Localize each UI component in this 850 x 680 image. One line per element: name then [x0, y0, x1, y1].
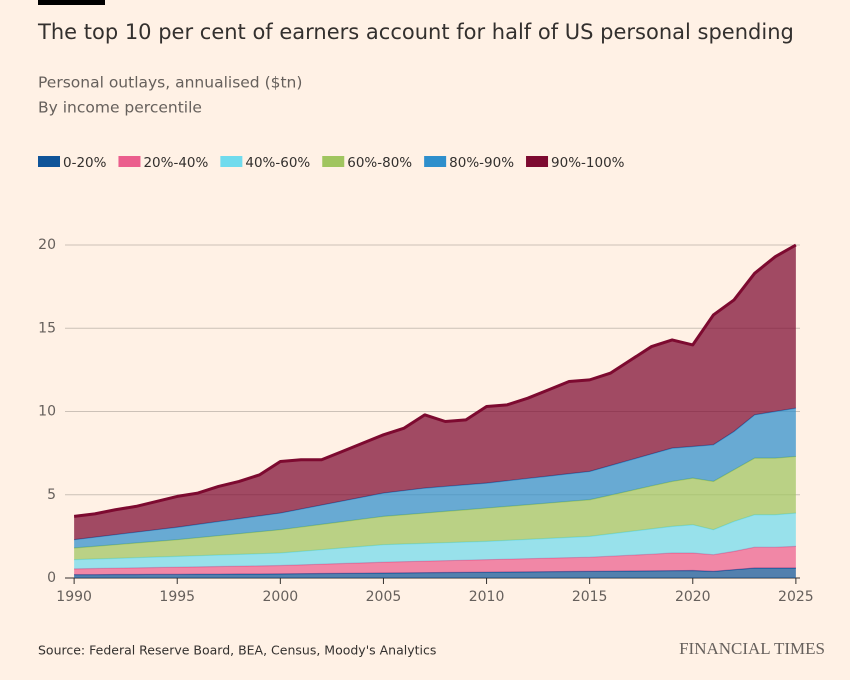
- brand-bar: [38, 0, 105, 5]
- legend-swatch: [38, 156, 60, 167]
- source: Source: Federal Reserve Board, BEA, Cens…: [38, 643, 436, 658]
- x-tick-label: 2015: [572, 589, 608, 605]
- y-tick-label: 15: [38, 320, 56, 336]
- area: [74, 546, 796, 575]
- x-tick-label: 2000: [263, 589, 299, 605]
- area: [74, 456, 796, 560]
- area-line: [73, 243, 797, 518]
- area-line: [74, 407, 796, 541]
- legend-swatch: [322, 156, 345, 167]
- area: [74, 408, 796, 549]
- logo: FINANCIAL TIMES: [679, 639, 825, 658]
- y-tick-label: 0: [47, 570, 56, 586]
- legend-swatch: [526, 156, 549, 167]
- y-tick-label: 5: [47, 487, 56, 503]
- y-tick-label: 10: [38, 404, 56, 420]
- legend-label: 40%-60%: [245, 155, 310, 171]
- x-tick-label: 2025: [778, 589, 814, 605]
- legend-label: 60%-80%: [347, 155, 412, 171]
- x-tick-label: 1995: [159, 589, 195, 605]
- subtitle: By income percentile: [38, 99, 202, 117]
- area: [74, 245, 796, 540]
- x-tick-label: 2020: [675, 589, 711, 605]
- legend-swatch: [220, 156, 243, 167]
- legend-label: 0-20%: [63, 155, 107, 171]
- x-tick-label: 2010: [469, 589, 505, 605]
- subtitle: Personal outlays, annualised ($tn): [38, 74, 302, 92]
- legend-label: 80%-90%: [449, 155, 514, 171]
- y-tick-label: 20: [38, 237, 56, 253]
- legend-swatch: [424, 156, 447, 167]
- area: [74, 513, 796, 569]
- legend-label: 90%-100%: [551, 155, 625, 171]
- chart-title: The top 10 per cent of earners account f…: [37, 20, 794, 44]
- x-tick-label: 2005: [366, 589, 402, 605]
- legend-swatch: [118, 156, 141, 167]
- x-tick-label: 1990: [56, 589, 92, 605]
- legend-label: 20%-40%: [143, 155, 208, 171]
